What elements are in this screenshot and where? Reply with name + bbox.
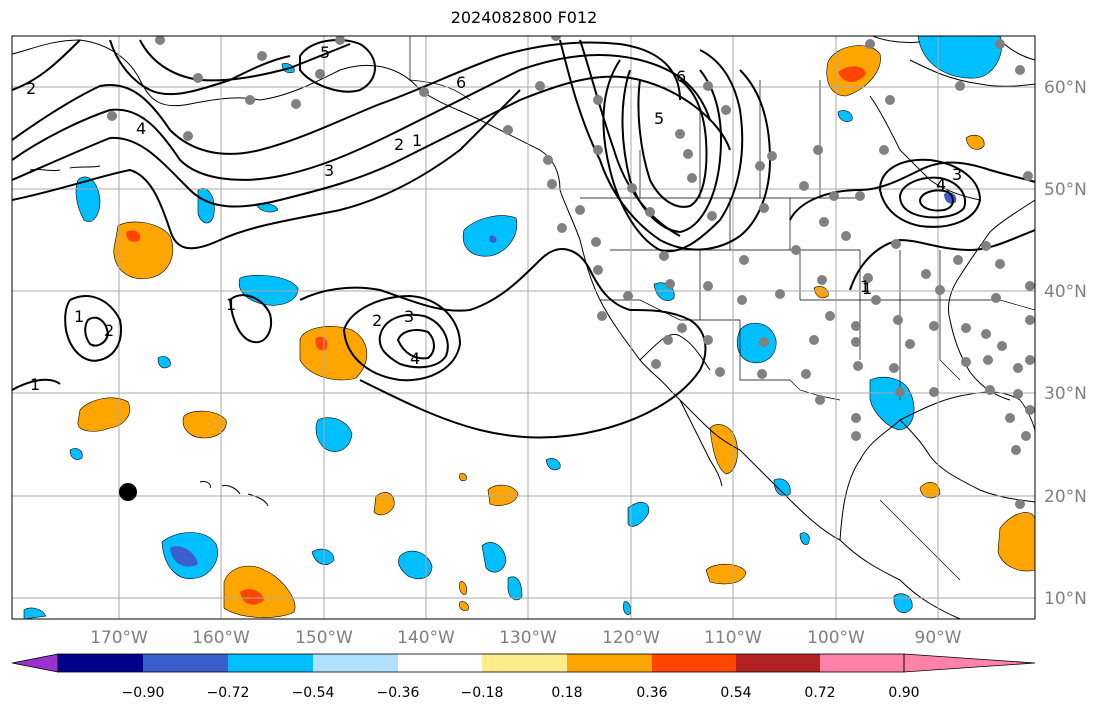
colorbar-segment (736, 654, 820, 672)
contour-label: 2 (372, 311, 382, 330)
colorbar-tick-label: 0.72 (804, 685, 835, 701)
colorbar-tick-label: −0.54 (292, 685, 335, 701)
contour-label: 1 (860, 277, 870, 296)
lat-label: 10°N (1044, 589, 1087, 609)
colorbar-segment (228, 654, 313, 672)
lat-label: 50°N (1044, 180, 1087, 200)
lon-label: 160°W (192, 628, 250, 648)
contour-label: 5 (320, 43, 330, 62)
contour-label: 4 (410, 349, 420, 368)
colorbar-tick-label: 0.18 (551, 685, 582, 701)
state-boundaries (409, 36, 1035, 581)
contour-lines (12, 39, 1035, 439)
contour-label: 2 (26, 79, 36, 98)
longitude-axis: 170°W 160°W 150°W 140°W 130°W 120°W 110°… (90, 628, 962, 648)
contour-label: 4 (936, 175, 946, 194)
colorbar-tick-label: −0.72 (207, 685, 250, 701)
colorbar-segment (567, 654, 652, 672)
lon-label: 130°W (499, 628, 557, 648)
colorbar-segment (58, 654, 143, 672)
colorbar-tick-label: 0.54 (720, 685, 751, 701)
lat-label: 30°N (1044, 384, 1087, 404)
contour-label: 1 (412, 131, 422, 150)
lon-label: 100°W (807, 628, 865, 648)
lat-label: 20°N (1044, 487, 1087, 507)
colorbar-segment (482, 654, 567, 672)
contour-label: 1 (74, 307, 84, 326)
colorbar-tick-label: 0.90 (888, 685, 919, 701)
lat-label: 60°N (1044, 78, 1087, 98)
graticule (12, 36, 1035, 619)
contour-label: 1 (30, 375, 40, 394)
colorbar-tick-label: −0.18 (461, 685, 504, 701)
colorbar: −0.90 −0.72 −0.54 −0.36 −0.18 0.18 0.36 … (11, 653, 1036, 701)
contour-label: 6 (676, 67, 686, 86)
colorbar-segment (143, 654, 228, 672)
colorbar-segment (820, 654, 904, 672)
lat-label: 40°N (1044, 282, 1087, 302)
contour-label: 4 (136, 119, 146, 138)
colorbar-extend-min (11, 653, 59, 673)
lon-label: 110°W (704, 628, 762, 648)
reference-station-marker (119, 483, 137, 501)
contour-label: 3 (324, 161, 334, 180)
contour-label: 3 (952, 165, 962, 184)
colorbar-segment (313, 654, 398, 672)
contour-labels: 2 4 3 5 6 2 1 1 5 6 4 3 1 1 2 3 2 4 1 1 (26, 43, 962, 394)
lon-label: 90°W (915, 628, 962, 648)
lon-label: 140°W (397, 628, 455, 648)
colorbar-segment (652, 654, 736, 672)
station-markers (107, 36, 1035, 509)
colorbar-tick-label: −0.90 (122, 685, 165, 701)
map-title: 2024082800 F012 (450, 8, 598, 27)
contour-label: 2 (394, 135, 404, 154)
colorbar-segment (398, 654, 482, 672)
latitude-axis: 60°N 50°N 40°N 30°N 20°N 10°N (1044, 78, 1087, 609)
map-plot-area: 2 4 3 5 6 2 1 1 5 6 4 3 1 1 2 3 2 4 1 1 (12, 36, 1035, 619)
contour-label: 3 (404, 307, 414, 326)
lon-label: 150°W (295, 628, 353, 648)
colorbar-tick-label: −0.36 (377, 685, 420, 701)
colorbar-tick-label: 0.36 (636, 685, 667, 701)
lon-label: 120°W (602, 628, 660, 648)
contour-label: 1 (226, 295, 236, 314)
warm-anomaly-patches (77, 45, 1035, 618)
map-frame (11, 35, 1036, 620)
contour-label: 5 (654, 109, 664, 128)
contour-label: 1 (862, 279, 872, 298)
coastlines (12, 36, 1035, 619)
contour-label: 6 (456, 73, 466, 92)
colorbar-extend-max (903, 653, 1036, 673)
lon-label: 170°W (90, 628, 148, 648)
contour-label: 2 (104, 321, 114, 340)
